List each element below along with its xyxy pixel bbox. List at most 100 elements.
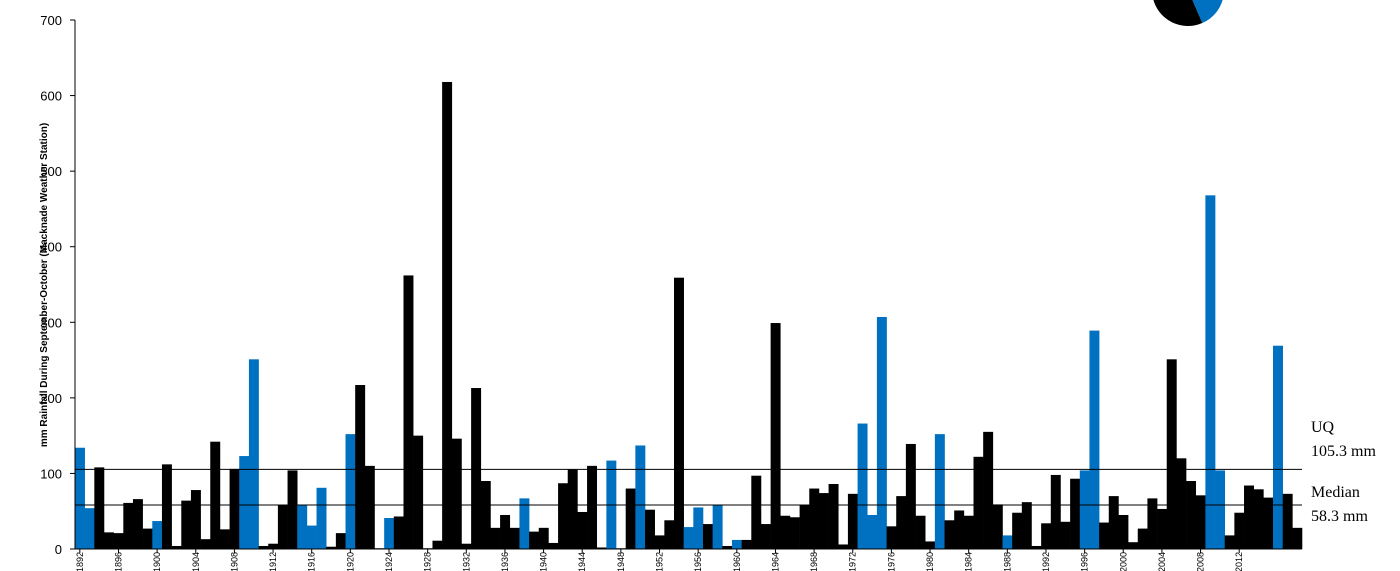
- bar: [925, 541, 936, 549]
- y-tick-label: 300: [40, 315, 62, 330]
- bar: [345, 434, 356, 549]
- x-tick-label: 2000: [1118, 552, 1128, 571]
- bar: [654, 535, 665, 549]
- bar: [1089, 330, 1100, 549]
- bar: [751, 475, 762, 549]
- bar: [219, 529, 230, 549]
- bar: [876, 317, 887, 549]
- pie-slice: [1153, 0, 1203, 27]
- bar: [973, 456, 984, 549]
- bar: [1050, 474, 1061, 549]
- bar: [992, 504, 1003, 549]
- bar: [1205, 195, 1216, 549]
- median-label: Median: [1311, 484, 1360, 501]
- bar: [1234, 512, 1245, 549]
- x-tick-label: 1944: [577, 552, 587, 571]
- bar: [1292, 527, 1303, 549]
- bar: [113, 533, 124, 549]
- bar: [915, 515, 926, 549]
- x-tick-label: 1956: [693, 552, 703, 571]
- y-tick-label: 200: [40, 391, 62, 406]
- y-tick-label: 100: [40, 466, 62, 481]
- bar: [838, 544, 849, 549]
- x-tick-label: 1908: [229, 552, 239, 571]
- bar: [857, 423, 868, 549]
- bar: [94, 467, 105, 549]
- bar: [683, 527, 694, 549]
- bar: [645, 509, 655, 549]
- x-tick-label: 1968: [809, 552, 819, 571]
- bar: [509, 527, 520, 549]
- x-tick-label: 2008: [1196, 552, 1206, 571]
- bar: [461, 543, 472, 549]
- x-tick-label: 1976: [886, 552, 896, 571]
- x-tick-label: 1996: [1080, 552, 1090, 571]
- x-tick-label: 1952: [655, 552, 665, 571]
- x-tick-label: 1912: [268, 552, 278, 571]
- bar: [731, 539, 742, 549]
- x-tick-label: 1992: [1041, 552, 1051, 571]
- bar: [1137, 528, 1148, 549]
- bar: [1157, 508, 1168, 549]
- bar: [171, 545, 182, 549]
- bar: [297, 505, 308, 549]
- y-tick-label: 600: [40, 89, 62, 104]
- bar: [1002, 535, 1013, 549]
- bar: [413, 435, 424, 549]
- bar: [1079, 470, 1090, 549]
- bar: [674, 277, 684, 549]
- x-tick-label: 1936: [500, 552, 510, 571]
- x-tick-label: 1924: [384, 552, 394, 571]
- y-axis-title: mm Rainfall During September-October (Ma…: [39, 123, 50, 447]
- bar: [268, 543, 279, 549]
- bar: [1031, 545, 1042, 549]
- bar: [867, 514, 878, 549]
- x-tick-label: 1948: [616, 552, 626, 571]
- bar: [152, 521, 163, 549]
- bar: [384, 518, 395, 549]
- bar: [1041, 523, 1052, 549]
- bar: [664, 520, 675, 549]
- bar: [548, 542, 559, 549]
- x-tick-label: 1980: [925, 552, 935, 571]
- bar: [480, 480, 491, 549]
- x-tick-label: 1904: [191, 552, 201, 571]
- bar: [963, 515, 974, 549]
- bar: [248, 359, 259, 549]
- y-tick-label: 0: [55, 542, 62, 557]
- x-tick-label: 1892: [75, 552, 85, 571]
- bar: [210, 441, 221, 549]
- bar: [741, 539, 752, 549]
- bar: [335, 533, 346, 549]
- bar: [181, 500, 192, 549]
- bar: [1186, 480, 1197, 549]
- bar: [567, 469, 578, 549]
- y-axis-ticks: 0 100 200 300 400 500 600 700: [40, 13, 75, 557]
- bar: [799, 505, 810, 549]
- bar: [886, 526, 897, 549]
- bar: [287, 470, 298, 549]
- bar: [142, 528, 153, 549]
- bar: [258, 545, 269, 549]
- bar: [1244, 485, 1254, 549]
- bar-series: [75, 81, 1303, 549]
- bar: [760, 524, 771, 549]
- bar: [780, 515, 791, 549]
- bar: [635, 445, 646, 549]
- bar: [712, 505, 723, 549]
- y-tick-label: 700: [40, 13, 62, 28]
- bar: [1253, 489, 1264, 549]
- bar: [1176, 458, 1187, 549]
- bar: [1060, 521, 1071, 549]
- bar: [190, 490, 201, 549]
- bar: [983, 431, 994, 549]
- x-tick-label: 2012: [1234, 552, 1244, 571]
- x-tick-label: 1916: [307, 552, 317, 571]
- bar: [132, 499, 143, 549]
- legend-pie-chart: [1153, 0, 1223, 27]
- bar: [1166, 359, 1177, 549]
- bar: [1118, 514, 1129, 549]
- bar: [306, 525, 317, 549]
- bar: [828, 484, 839, 549]
